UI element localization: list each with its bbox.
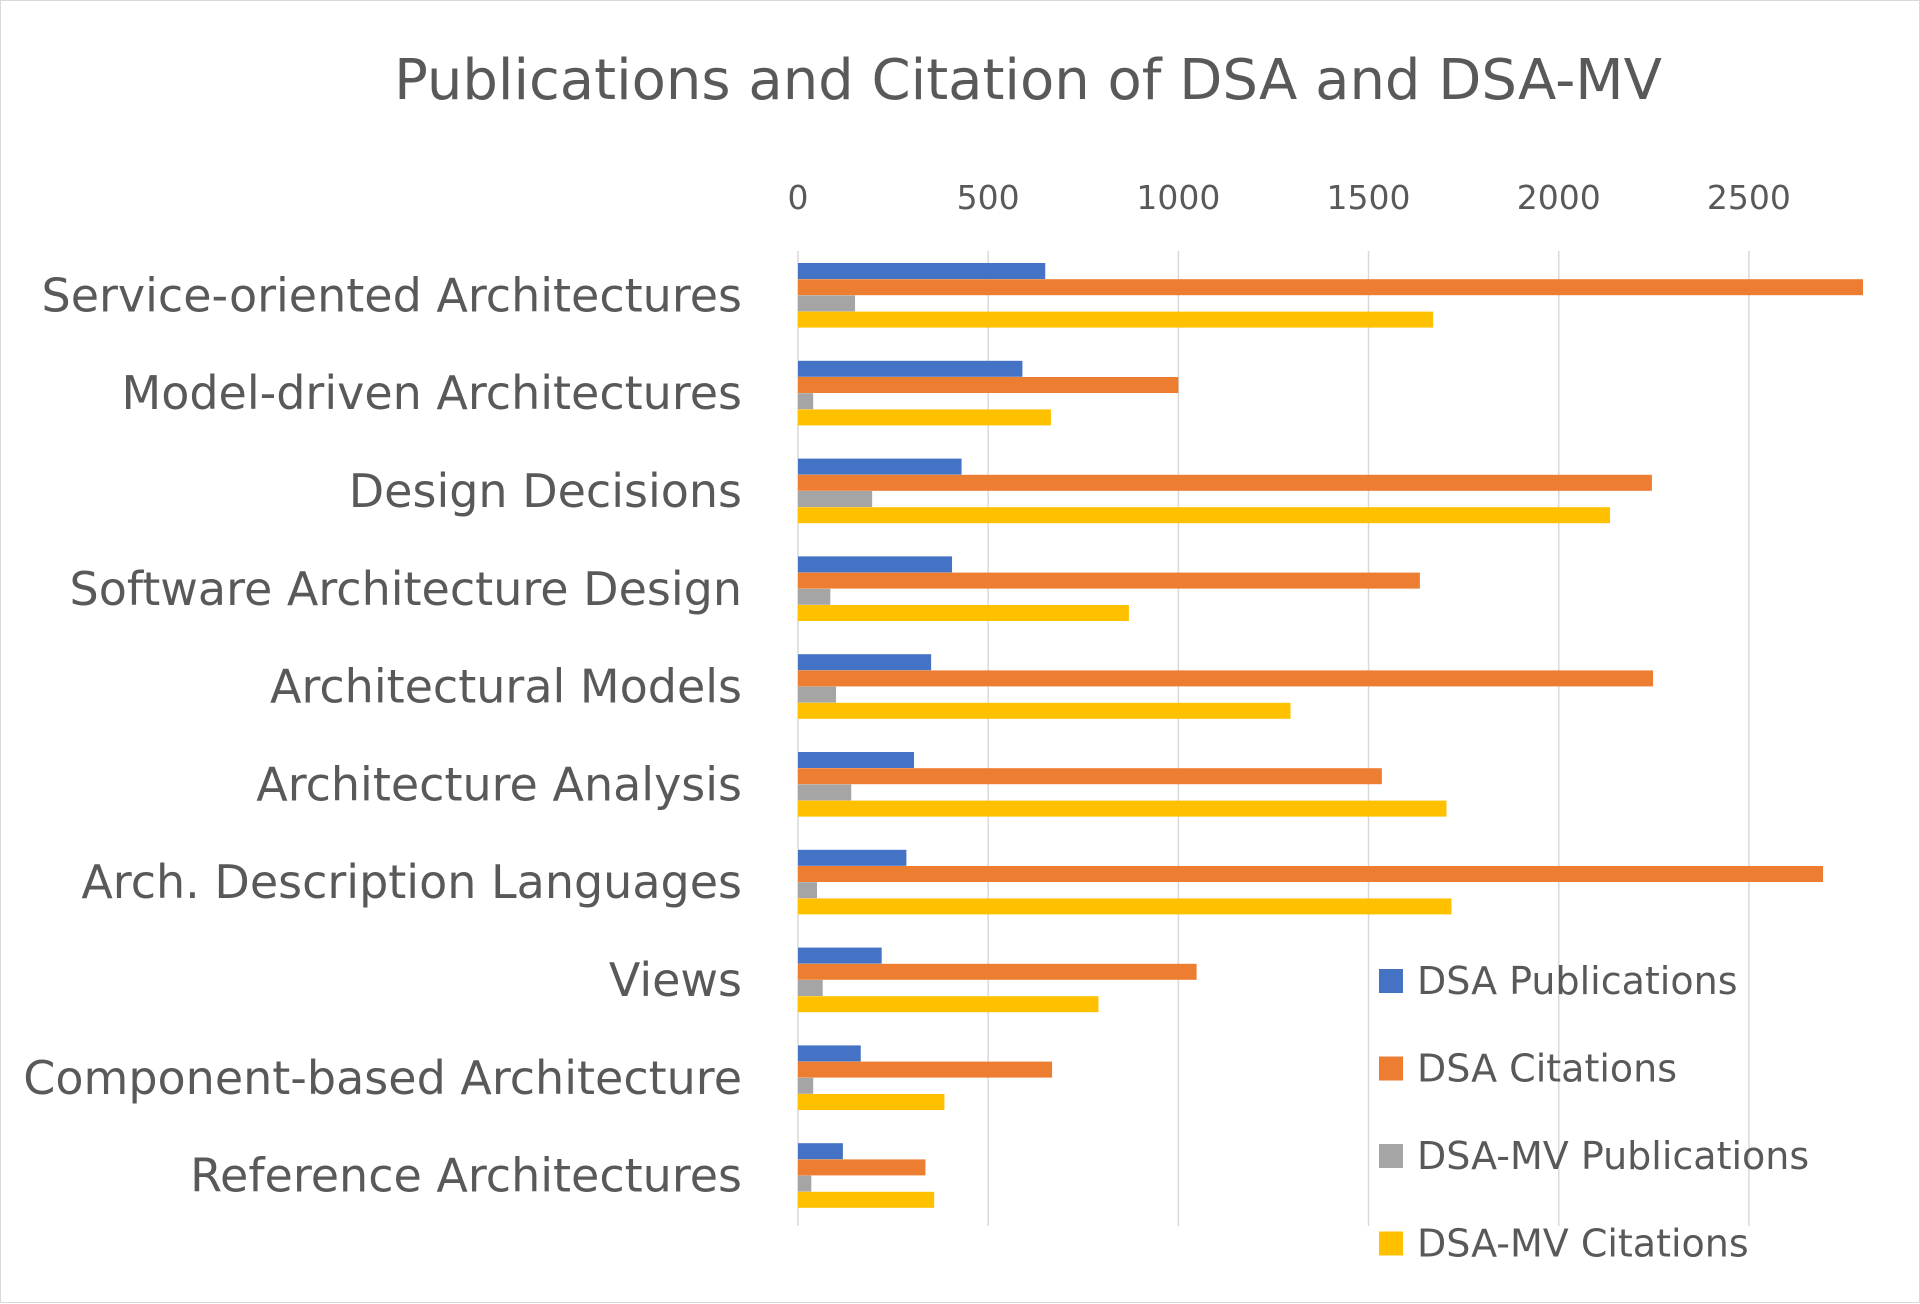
category-label: Arch. Description Languages (81, 855, 742, 909)
bar-dsa-mv-citations (798, 507, 1611, 524)
bar-dsa-publications (798, 752, 915, 768)
category-label: Reference Architectures (190, 1149, 742, 1203)
category-label: Architectural Models (270, 660, 742, 714)
bar-dsa-citations (798, 474, 1652, 491)
legend-swatch-dsa-publications (1379, 969, 1403, 993)
category-label: Views (609, 953, 742, 1007)
legend-swatch-dsa-mv-citations (1379, 1231, 1403, 1256)
bar-dsa-mv-citations (798, 702, 1291, 719)
legend-label-dsa-citations: DSA Citations (1417, 1047, 1677, 1091)
bar-dsa-mv-publications (798, 1175, 812, 1192)
category-label: Service-oriented Architectures (42, 268, 743, 322)
tick-label-1000: 1000 (1136, 178, 1220, 217)
bar-dsa-mv-publications (798, 491, 873, 507)
bar-dsa-mv-publications (798, 588, 831, 605)
legend-label-dsa-publications: DSA Publications (1417, 959, 1738, 1003)
bar-dsa-mv-citations (798, 409, 1051, 426)
legend: DSA Publications DSA Citations DSA-MV Publ… (1379, 959, 1809, 1266)
category-label: Architecture Analysis (256, 757, 742, 811)
bar-dsa-mv-citations (798, 1191, 935, 1208)
category-label: Design Decisions (349, 464, 742, 518)
bars (798, 263, 1863, 1208)
bar-dsa-publications (798, 1143, 843, 1160)
legend-label-dsa-mv-publications: DSA-MV Publications (1417, 1134, 1809, 1178)
tick-label-500: 500 (957, 178, 1020, 217)
bar-dsa-mv-citations (798, 605, 1129, 621)
category-label: Model-driven Architectures (122, 366, 742, 420)
bar-dsa-citations (798, 1061, 1053, 1078)
bar-dsa-mv-citations (798, 311, 1434, 328)
legend-swatch-dsa-citations (1379, 1056, 1403, 1081)
bar-dsa-publications (798, 849, 907, 866)
bar-dsa-mv-publications (798, 686, 837, 703)
category-labels: Service-oriented Architectures Model-driv… (23, 268, 742, 1202)
category-label: Component-based Architecture (23, 1051, 742, 1105)
bar-dsa-citations (798, 279, 1863, 296)
chart-title: Publications and Citation of DSA and DSA… (394, 48, 1662, 113)
bar-dsa-mv-publications (798, 882, 818, 899)
bar-dsa-publications (798, 947, 882, 964)
bar-dsa-publications (798, 654, 932, 671)
bar-dsa-publications (798, 360, 1023, 377)
bar-dsa-mv-publications (798, 784, 852, 801)
bar-dsa-publications (798, 458, 962, 475)
bar-dsa-mv-citations (798, 1094, 945, 1110)
bar-dsa-citations (798, 377, 1179, 393)
bar-dsa-mv-citations (798, 898, 1452, 915)
bar-dsa-citations (798, 963, 1197, 980)
bar-dsa-mv-publications (798, 1077, 814, 1094)
bar-dsa-publications (798, 556, 953, 573)
legend-label-dsa-mv-citations: DSA-MV Citations (1417, 1222, 1749, 1266)
bar-dsa-mv-citations (798, 996, 1099, 1013)
bar-dsa-mv-citations (798, 800, 1447, 817)
bar-dsa-citations (798, 768, 1382, 785)
bar-dsa-publications (798, 263, 1046, 279)
tick-label-2500: 2500 (1707, 178, 1791, 217)
tick-label-0: 0 (788, 178, 809, 217)
bar-dsa-citations (798, 572, 1420, 589)
tick-label-1500: 1500 (1327, 178, 1411, 217)
x-axis-ticks: 0 500 1000 1500 2000 2500 (788, 178, 1791, 217)
legend-swatch-dsa-mv-publications (1379, 1144, 1403, 1168)
bar-dsa-mv-publications (798, 980, 823, 996)
bar-dsa-citations (798, 866, 1824, 882)
tick-label-2000: 2000 (1517, 178, 1601, 217)
bar-dsa-citations (798, 1159, 926, 1176)
bar-dsa-citations (798, 670, 1654, 687)
category-label: Software Architecture Design (70, 562, 742, 616)
bar-dsa-publications (798, 1045, 861, 1062)
bar-dsa-mv-publications (798, 295, 856, 312)
bar-dsa-mv-publications (798, 393, 814, 410)
